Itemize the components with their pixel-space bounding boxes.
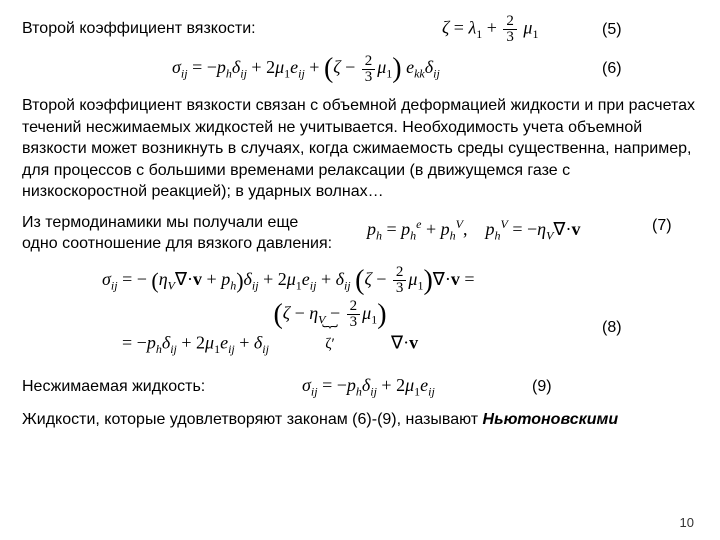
eqnum-5: (5) xyxy=(602,21,642,39)
eqnum-9: (9) xyxy=(532,378,572,396)
row-eq6: σij = −phδij + 2μ1eij + (ζ − 23μ1) ekkδi… xyxy=(22,53,698,85)
row-eq8-line1: σij = − (ηV∇·v + ph)δij + 2μ1eij + δij (… xyxy=(22,265,698,297)
page-number: 10 xyxy=(680,515,694,530)
bottom-statement: Жидкости, которые удовлетворяют законам … xyxy=(22,411,698,429)
paragraph-main: Второй коэффициент вязкости связан с объ… xyxy=(22,95,698,203)
row-eq5: Второй коэффициент вязкости: ζ = λ1 + 23… xyxy=(22,14,698,45)
underbrace-label: ζ′ xyxy=(273,336,386,353)
bottom-prefix: Жидкости, которые удовлетворяют законам … xyxy=(22,411,483,428)
newtonian-emph: Ньютоновскими xyxy=(483,411,619,428)
label-incompressible: Несжимаемая жидкость: xyxy=(22,377,252,398)
equation-8-line2: = −phδij + 2μ1eij + δij (ζ − ηV − 23μ1) … xyxy=(122,299,602,357)
row-eq9: Несжимаемая жидкость: σij = −phδij + 2μ1… xyxy=(22,375,698,400)
equation-6: σij = −phδij + 2μ1eij + (ζ − 23μ1) ekkδi… xyxy=(172,53,602,85)
equation-8-line1: σij = − (ηV∇·v + ph)δij + 2μ1eij + δij (… xyxy=(102,265,662,297)
thermo-text-line2: одно соотношение для вязкого давления: xyxy=(22,234,367,255)
eqnum-7: (7) xyxy=(652,217,692,235)
row-eq8-line2: = −phδij + 2μ1eij + δij (ζ − ηV − 23μ1) … xyxy=(22,299,698,357)
eqnum-8: (8) xyxy=(602,319,642,337)
thermo-text-line1: Из термодинамики мы получали еще xyxy=(22,213,367,234)
eqnum-6: (6) xyxy=(602,60,642,78)
equation-9: σij = −phδij + 2μ1eij xyxy=(302,375,532,400)
row-eq7: Из термодинамики мы получали еще одно со… xyxy=(22,213,698,255)
equation-7: ph = phe + phV, phV = −ηV∇·v xyxy=(367,217,652,244)
equation-5: ζ = λ1 + 23 μ1 xyxy=(442,14,602,45)
label-second-viscosity: Второй коэффициент вязкости: xyxy=(22,19,312,40)
